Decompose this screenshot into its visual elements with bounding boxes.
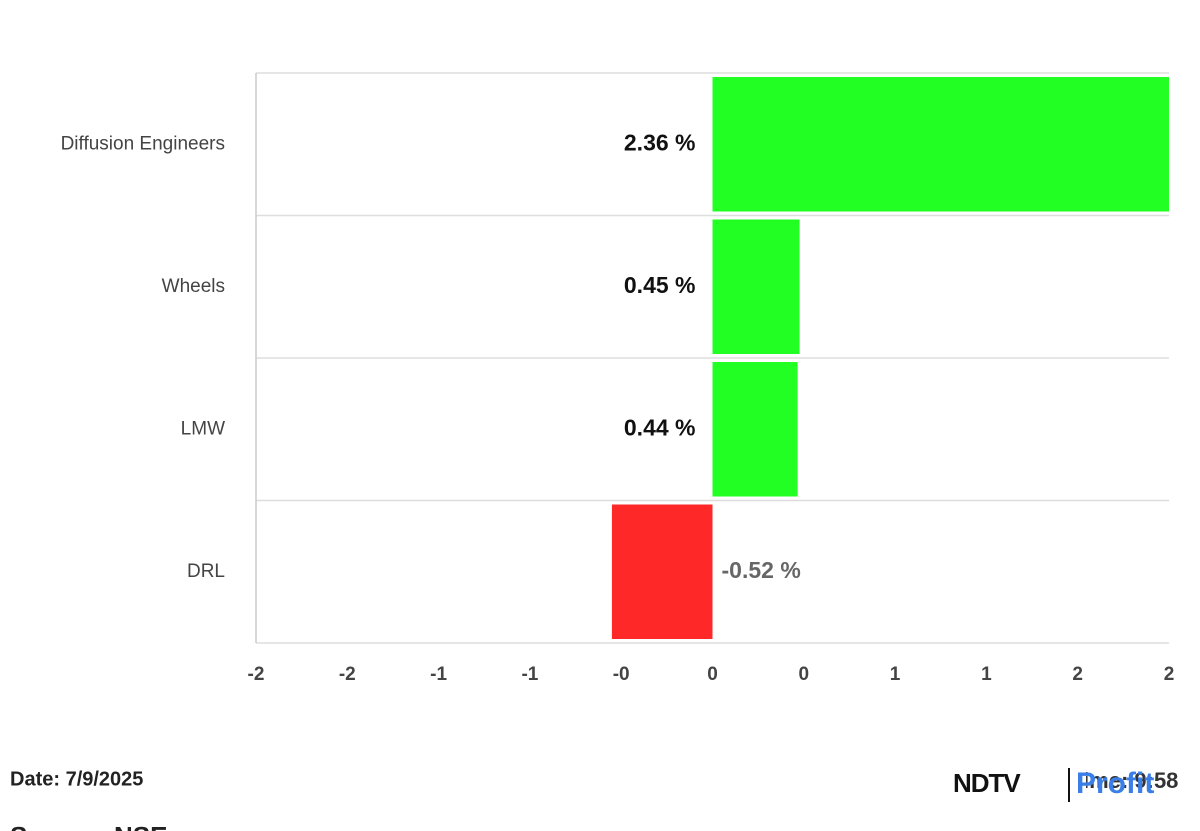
x-tick-label: 0 (707, 664, 718, 685)
category-label: LMW (181, 418, 225, 439)
logo-main: NDTV (953, 768, 1021, 798)
value-label: -0.52 % (722, 557, 801, 583)
x-tick-label: 1 (981, 664, 992, 685)
value-label: 0.45 % (624, 272, 696, 298)
x-tick-label: 1 (890, 664, 901, 685)
logo-sub: Profit (1076, 767, 1154, 800)
date: Date: 7/9/2025 (10, 768, 143, 790)
x-tick-label: -2 (248, 664, 265, 685)
x-tick-label: 2 (1164, 664, 1175, 685)
bar (712, 77, 1169, 212)
value-label: 0.44 % (624, 414, 696, 440)
time: Time: 9:58 (1070, 768, 1178, 793)
category-label: Wheels (162, 276, 225, 297)
x-tick-label: 2 (1072, 664, 1083, 685)
logo-bg (950, 765, 1086, 801)
bar (712, 362, 798, 497)
value-label: 2.36 % (624, 129, 696, 155)
source: Source: NSE (10, 821, 168, 831)
x-tick-label: -0 (613, 664, 630, 685)
bar (712, 219, 800, 354)
x-tick-label: -2 (339, 664, 356, 685)
x-tick-label: -1 (521, 664, 538, 685)
x-tick-label: 0 (799, 664, 810, 685)
category-label: Diffusion Engineers (61, 133, 225, 154)
category-label: DRL (187, 561, 225, 582)
bar (611, 504, 713, 639)
x-tick-label: -1 (430, 664, 447, 685)
